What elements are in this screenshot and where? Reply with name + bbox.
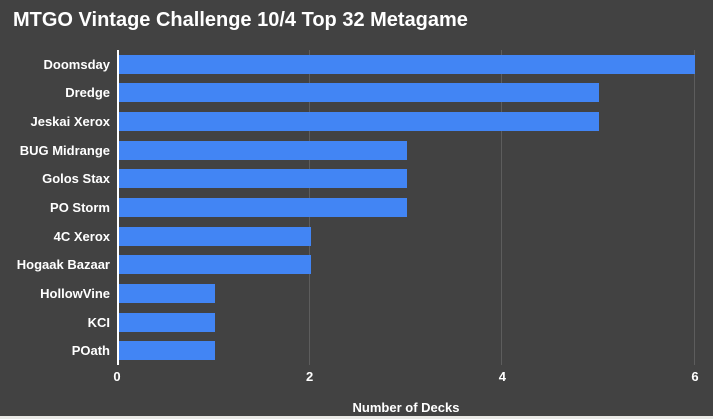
category-label: PO Storm [50,200,110,216]
bar-row [119,50,695,79]
label-row: Dredge [0,79,110,108]
bar-po-storm[interactable] [119,198,407,218]
bar-hollowvine[interactable] [119,283,215,303]
bar-row [119,279,695,308]
bar-kci[interactable] [119,312,215,332]
label-row: Golos Stax [0,165,110,194]
category-label: Dredge [65,85,110,101]
label-row: Jeskai Xerox [0,107,110,136]
bars-layer [119,50,695,365]
label-row: PO Storm [0,193,110,222]
bar-row [119,222,695,251]
x-tick-label-2: 2 [306,369,314,384]
bar-dredge[interactable] [119,83,599,103]
category-label: KCI [87,314,110,330]
label-row: KCI [0,308,110,337]
category-label: Hogaak Bazaar [16,257,110,273]
label-row: BUG Midrange [0,136,110,165]
y-axis-line [117,50,119,365]
category-label: BUG Midrange [19,142,110,158]
category-label: POath [71,343,110,359]
bar-row [119,250,695,279]
bar-bug-midrange[interactable] [119,140,407,160]
chart-title: MTGO Vintage Challenge 10/4 Top 32 Metag… [13,9,468,31]
bar-row [119,107,695,136]
label-row: Doomsday [0,50,110,79]
bottom-edge-strip [0,416,713,419]
category-labels: Doomsday Dredge Jeskai Xerox BUG Midrange Go… [0,50,110,365]
x-axis-title: Number of Decks [352,400,460,415]
label-row: HollowVine [0,279,110,308]
category-label: Doomsday [43,56,110,72]
x-tick-label-6: 6 [691,369,699,384]
label-row: POath [0,336,110,365]
x-tick-label-0: 0 [113,369,121,384]
bar-row [119,165,695,194]
bar-golos-stax[interactable] [119,169,407,189]
category-label: Jeskai Xerox [30,114,110,130]
bar-doomsday[interactable] [119,54,695,74]
bar-row [119,79,695,108]
gridline-4 [501,50,503,365]
category-label: Golos Stax [42,171,110,187]
bar-row [119,193,695,222]
gridline-6 [694,50,695,365]
plot-area [117,50,695,365]
bar-row [119,308,695,337]
bar-4c-xerox[interactable] [119,226,311,246]
bar-hogaak-bazaar[interactable] [119,255,311,275]
category-label: 4C Xerox [53,228,110,244]
label-row: Hogaak Bazaar [0,250,110,279]
bar-row [119,336,695,365]
label-row: 4C Xerox [0,222,110,251]
x-tick-label-4: 4 [498,369,506,384]
bar-poath[interactable] [119,341,215,361]
bar-row [119,136,695,165]
bar-jeskai-xerox[interactable] [119,112,599,132]
category-label: HollowVine [40,285,110,301]
